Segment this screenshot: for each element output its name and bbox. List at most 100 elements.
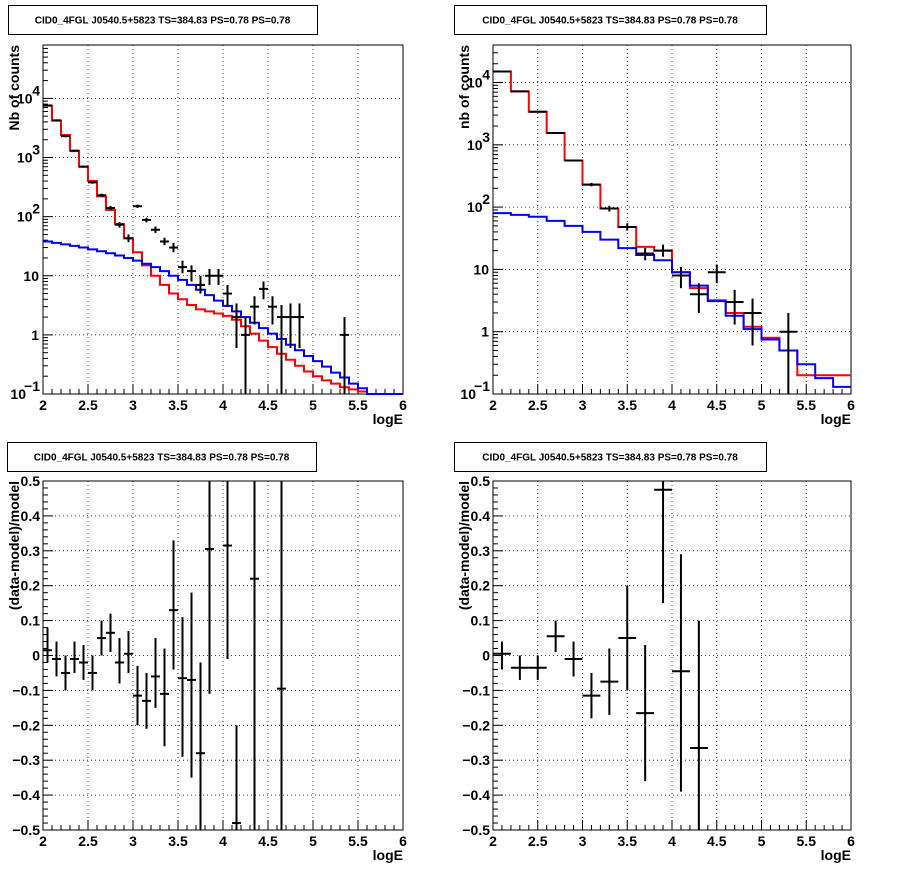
y-tick-label: −0.1 (462, 682, 490, 698)
data-point (214, 269, 223, 285)
data-point (160, 648, 169, 747)
data-point (564, 641, 583, 677)
y-tick-label: −0.3 (12, 752, 40, 768)
x-tick-label: 5.5 (348, 397, 368, 413)
data-point (70, 149, 79, 152)
data-point (725, 289, 744, 325)
data-point (52, 119, 61, 122)
x-tick-label: 6 (847, 833, 855, 849)
y-tick-label: 10 (10, 386, 26, 402)
y-tick-label: 10 (17, 209, 33, 225)
data-point (97, 193, 106, 197)
data-point (241, 317, 250, 394)
data-point (97, 620, 106, 656)
y-tick-label: −0.5 (462, 822, 490, 838)
x-tick-label: 3.5 (168, 397, 188, 413)
data-point (178, 617, 187, 757)
chart-title: CID0_4FGL J0540.5+5823 TS=384.83 PS=0.78… (482, 16, 738, 27)
y-tick-exponent: 3 (482, 129, 490, 145)
data-point (672, 554, 690, 792)
data-point (232, 725, 241, 830)
data-point (743, 298, 762, 346)
y-tick-label: −0.1 (12, 682, 40, 698)
y-tick-label: 0 (482, 648, 490, 664)
data-point (196, 275, 205, 294)
data-point (636, 645, 655, 782)
title-box (454, 442, 767, 472)
title-box (454, 5, 767, 35)
y-tick-label: 10 (23, 268, 39, 284)
y-tick-label: 0.2 (21, 578, 41, 594)
x-tick-label: 2.5 (78, 397, 98, 413)
y-axis-label: nb of counts (456, 45, 472, 129)
x-tick-label: 5.5 (348, 833, 368, 849)
series-line-blue (43, 240, 403, 395)
x-axis-label: logE (373, 847, 403, 863)
x-tick-label: 4.5 (258, 397, 278, 413)
data-point (546, 131, 565, 134)
data-point (115, 638, 124, 684)
data-point (493, 70, 511, 73)
x-tick-label: 5 (758, 833, 766, 849)
data-point (582, 182, 601, 187)
y-tick-exponent: 2 (32, 201, 40, 217)
data-point (259, 281, 268, 300)
data-point (618, 223, 637, 231)
chart-title: CID0_4FGL J0540.5+5823 TS=384.83 PS=0.78… (482, 453, 738, 464)
data-point (79, 645, 88, 680)
y-tick-label: 10 (460, 386, 476, 402)
data-point (654, 244, 672, 257)
y-tick-label: 10 (473, 261, 489, 277)
y-axis-label: (data-model)/model (456, 481, 472, 610)
chart-panel-1: CID0_4FGL J0540.5+5823 TS=384.83 PS=0.78… (6, 5, 407, 427)
x-tick-label: 3.5 (618, 397, 638, 413)
x-tick-label: 3 (579, 833, 587, 849)
data-point (61, 655, 70, 691)
x-axis-label: logE (821, 411, 851, 427)
data-point (510, 90, 529, 93)
x-tick-label: 3.5 (168, 833, 188, 849)
series-line-red (43, 104, 403, 395)
x-tick-label: 5.5 (797, 397, 817, 413)
x-tick-label: 5 (309, 833, 317, 849)
data-point (510, 655, 529, 680)
chart-panel-3: CID0_4FGL J0540.5+5823 TS=384.83 PS=0.78… (6, 442, 407, 863)
series-line-blue (493, 212, 851, 388)
x-tick-label: 6 (399, 397, 407, 413)
x-axis-label: logE (821, 847, 851, 863)
data-point (600, 205, 619, 212)
x-tick-label: 6 (399, 833, 407, 849)
data-point (707, 264, 726, 284)
data-point (340, 317, 349, 394)
x-tick-label: 6 (847, 397, 855, 413)
data-point (133, 204, 142, 208)
y-tick-exponent: 4 (482, 67, 490, 83)
x-tick-label: 4 (219, 397, 227, 413)
data-point (151, 226, 160, 233)
x-tick-label: 5 (309, 397, 317, 413)
data-point (70, 641, 79, 673)
data-point (88, 655, 97, 691)
y-tick-label: 0.4 (21, 508, 41, 524)
x-tick-label: 4.5 (707, 397, 727, 413)
data-point (295, 303, 304, 348)
data-point (600, 648, 619, 715)
y-tick-label: 0.4 (471, 508, 491, 524)
y-tick-exponent: 4 (32, 82, 40, 98)
y-tick-exponent: −1 (24, 378, 40, 394)
data-point (493, 641, 511, 670)
chart-panel-2: CID0_4FGL J0540.5+5823 TS=384.83 PS=0.78… (454, 5, 855, 427)
y-tick-label: 10 (467, 75, 483, 91)
data-point (133, 665, 142, 726)
y-tick-label: −0.4 (12, 787, 40, 803)
data-point (672, 266, 690, 289)
y-tick-exponent: 2 (482, 191, 490, 207)
data-point (223, 481, 232, 659)
x-tick-label: 2 (489, 397, 497, 413)
y-tick-label: 0.1 (471, 613, 491, 629)
y-tick-exponent: 3 (32, 142, 40, 158)
data-point (618, 585, 637, 691)
x-tick-label: 2.5 (528, 397, 548, 413)
data-point (151, 638, 160, 708)
y-tick-label: 10 (467, 137, 483, 153)
